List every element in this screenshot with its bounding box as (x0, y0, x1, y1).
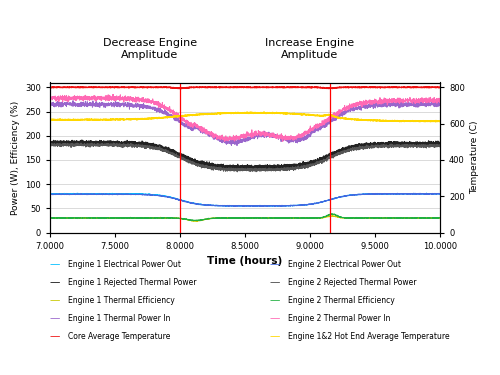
Text: Engine 2 Rejected Thermal Power: Engine 2 Rejected Thermal Power (288, 278, 416, 287)
Text: Engine 2 Electrical Power Out: Engine 2 Electrical Power Out (288, 260, 401, 269)
Text: —: — (50, 296, 60, 305)
Text: Core Average Temperature: Core Average Temperature (68, 332, 170, 341)
Text: Engine 1&2 Hot End Average Temperature: Engine 1&2 Hot End Average Temperature (288, 332, 449, 341)
Text: Engine 1 Electrical Power Out: Engine 1 Electrical Power Out (68, 260, 180, 269)
Text: Engine 2 Thermal Efficiency: Engine 2 Thermal Efficiency (288, 296, 394, 305)
Text: —: — (270, 278, 280, 287)
Text: —: — (50, 278, 60, 287)
Text: Decrease Engine
Amplitude: Decrease Engine Amplitude (103, 38, 197, 60)
Text: —: — (50, 332, 60, 341)
Y-axis label: Power (W), Efficiency (%): Power (W), Efficiency (%) (10, 100, 20, 214)
Text: —: — (270, 296, 280, 305)
Text: Engine 1 Rejected Thermal Power: Engine 1 Rejected Thermal Power (68, 278, 196, 287)
Text: Engine 1 Thermal Power In: Engine 1 Thermal Power In (68, 314, 170, 323)
Text: Engine 2 Thermal Power In: Engine 2 Thermal Power In (288, 314, 390, 323)
Y-axis label: Temperature (C): Temperature (C) (470, 121, 480, 194)
Text: —: — (50, 260, 60, 269)
Text: —: — (270, 314, 280, 323)
Text: Engine 1 Thermal Efficiency: Engine 1 Thermal Efficiency (68, 296, 174, 305)
Text: —: — (50, 314, 60, 323)
Text: —: — (270, 260, 280, 269)
Text: —: — (270, 332, 280, 341)
X-axis label: Time (hours): Time (hours) (208, 256, 282, 266)
Text: Increase Engine
Amplitude: Increase Engine Amplitude (266, 38, 354, 60)
